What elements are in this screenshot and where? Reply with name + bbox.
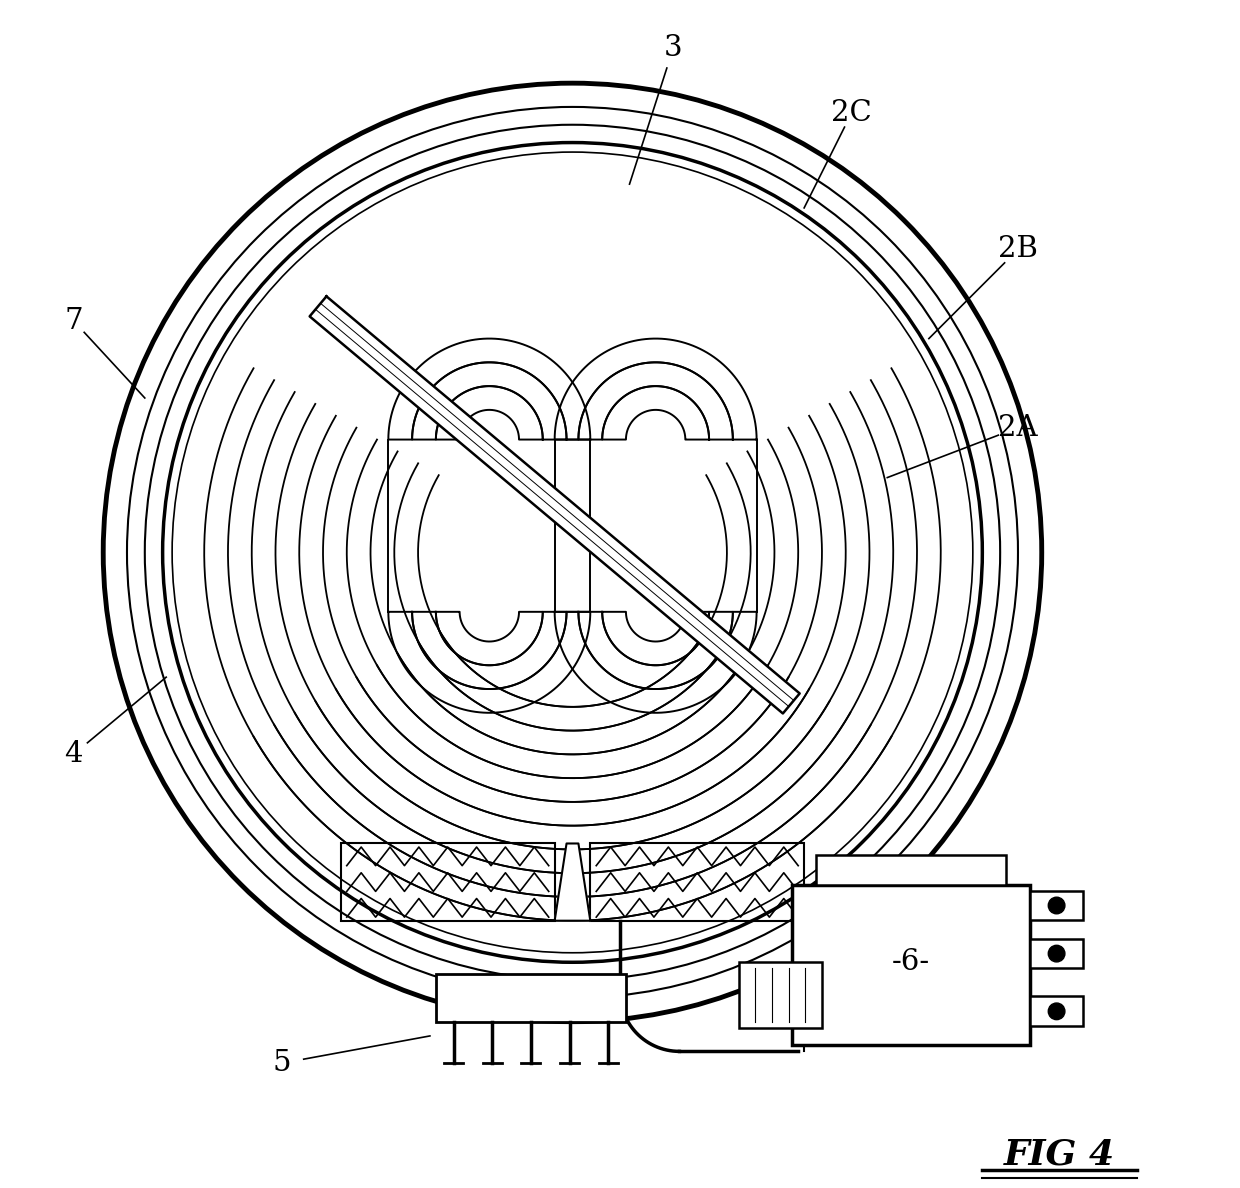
Circle shape	[1048, 1003, 1065, 1019]
Circle shape	[1048, 897, 1065, 914]
Text: 5: 5	[272, 1049, 290, 1078]
Text: 7: 7	[64, 307, 83, 335]
Text: -6-: -6-	[892, 948, 930, 977]
Bar	[1030, 891, 1084, 921]
Bar	[792, 885, 1030, 1045]
Bar	[341, 843, 554, 921]
Text: FIG 4: FIG 4	[1004, 1138, 1115, 1171]
Bar	[436, 974, 626, 1022]
Bar	[816, 855, 1006, 885]
Bar	[1030, 997, 1084, 1026]
Text: 2B: 2B	[998, 235, 1038, 264]
Bar	[1030, 939, 1084, 968]
Text: 2A: 2A	[998, 413, 1038, 442]
Text: 2C: 2C	[831, 99, 872, 127]
Polygon shape	[310, 296, 800, 714]
Text: 3: 3	[665, 33, 683, 62]
Circle shape	[1048, 946, 1065, 962]
Polygon shape	[554, 843, 590, 921]
Bar	[739, 962, 822, 1028]
Bar	[590, 843, 805, 921]
Text: 4: 4	[64, 740, 83, 769]
